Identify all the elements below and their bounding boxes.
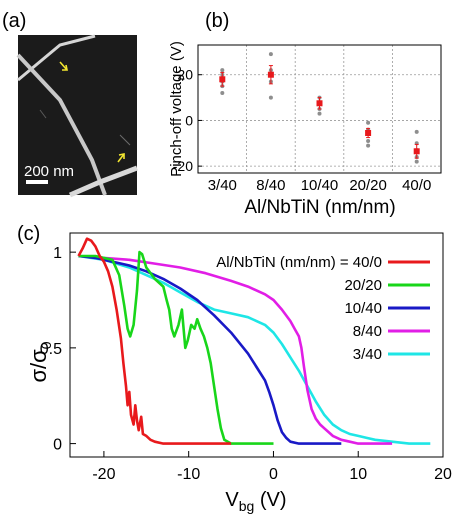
x-tick-label: 3/40 [208,177,237,194]
y-tick-label: 0 [53,437,62,454]
pinchoff-grid [198,45,441,173]
pinchoff-plot-frame [197,44,442,174]
panel-c-label: (c) [17,223,40,245]
conductance-y-ticks: 00.51 [40,245,76,454]
legend-label: Al/NbTiN (nm/nm) = 40/0 [216,254,382,271]
conductance-x-label: Vbg (V) [225,489,286,514]
pinchoff-sample-point [414,159,419,164]
y-tick-label: 20 [177,67,193,83]
pinchoff-mean-point [365,130,372,136]
conductance-series [77,237,431,445]
conductance-y-label: σ/σ0 [26,341,54,382]
pinchoff-sample-point [317,111,322,116]
sem-nanowires [16,34,138,198]
conductance-x-ticks: -20 -10 0 10 20 [92,451,452,483]
pinchoff-sample-point [414,129,419,134]
x-tick-label: 40/0 [402,177,431,194]
panel-b: (b) 20 0 -20 3/40 8/40 10/40 20/20 40/0 Pinch-… [168,10,442,218]
pinchoff-x-ticks: 3/40 8/40 10/40 20/20 40/0 [208,177,432,194]
pinchoff-sample-point [220,91,225,95]
panel-b-label: (b) [205,10,229,32]
pinchoff-mean-point [413,148,420,155]
pinchoff-means [219,65,420,159]
legend-label: 8/40 [353,323,382,340]
pinchoff-sample-point [268,52,273,57]
pinchoff-sample-point [366,120,371,125]
pinchoff-mean-point [316,100,323,107]
series-line-3-40 [78,254,431,445]
scale-bar-label: 200 nm [24,163,74,180]
series-line-8-40 [78,254,393,445]
x-tick-label: 0 [269,466,278,483]
scale-bar [26,180,48,184]
series-line-20-20 [78,250,274,445]
pinchoff-sample-point [268,95,273,100]
legend-label: 20/20 [344,277,382,294]
y-tick-label: 0.5 [40,341,62,358]
legend: Al/NbTiN (nm/nm) = 40/0 20/20 10/40 8/40 3/4… [216,254,430,363]
pinchoff-sample-point [220,68,225,73]
arrow-icon-2 [117,153,125,163]
x-tick-label: 20/20 [349,177,387,194]
pinchoff-sample-point [366,139,371,143]
x-tick-label: 20 [434,466,452,483]
x-tick-label: -20 [92,466,115,483]
pinchoff-sample-point [366,143,371,148]
legend-label: 3/40 [353,346,382,363]
panel-c: (c) 00.51 -20 -10 0 10 20 Al/NbTiN (nm/nm) =… [17,223,452,514]
legend-label: 10/40 [344,300,382,317]
pinchoff-y-label: Pinch-off voltage (V) [168,41,185,177]
x-tick-label: 10 [349,466,367,483]
panel-a-label: (a) [2,10,26,32]
x-tick-label: 10/40 [301,177,339,194]
x-tick-label: 8/40 [256,177,285,194]
conductance-plot-frame [69,232,444,458]
y-tick-label: 1 [53,245,62,262]
pinchoff-mean-point [219,76,226,83]
x-tick-label: -10 [177,466,200,483]
panel-a: (a) 200 nm [2,10,138,198]
y-tick-label: 0 [185,112,193,128]
pinchoff-y-ticks: 20 0 -20 [173,67,202,174]
pinchoff-mean-point [267,71,274,78]
y-tick-label: -20 [173,158,193,174]
pinchoff-x-label: Al/NbTiN (nm/nm) [244,197,395,218]
series-line-40-0 [77,237,232,445]
arrow-icon-1 [59,61,68,71]
